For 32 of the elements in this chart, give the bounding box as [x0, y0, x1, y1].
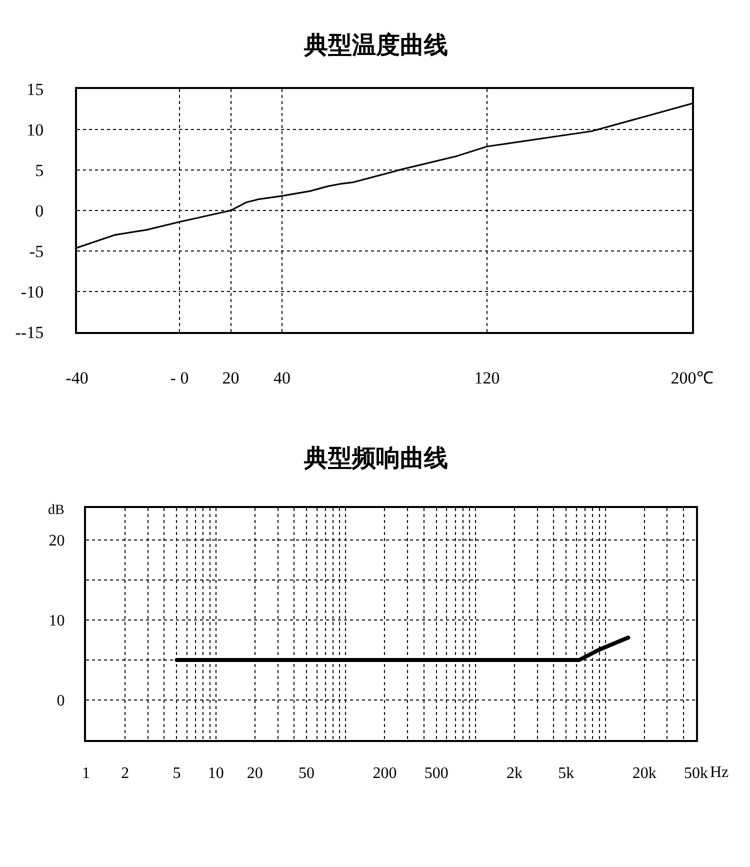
x-tick-label: - 0	[170, 368, 189, 388]
y-tick-label: 10	[48, 612, 65, 630]
y-tick-label: 0	[56, 692, 65, 710]
x-tick-label: 20	[246, 765, 263, 782]
x-axis-title: Hz	[710, 764, 729, 781]
x-tick-label: 5	[172, 765, 181, 782]
y-tick-label: 20	[48, 532, 65, 550]
x-tick-label: 120	[474, 368, 500, 388]
y-tick-label: -5	[29, 242, 44, 261]
x-tick-label: 200	[372, 765, 397, 782]
y-tick-label: -10	[20, 282, 44, 302]
y-tick-label: 5	[35, 160, 44, 180]
x-tick-label: 50k	[684, 765, 708, 782]
x-tick-label: 50	[298, 765, 315, 782]
chart-title: 典型频响曲线	[303, 444, 448, 472]
y-tick-label: 0	[35, 201, 44, 220]
x-tick-label: 2	[121, 765, 130, 782]
x-tick-label: 20	[222, 368, 240, 388]
x-tick-label: 20k	[632, 765, 656, 782]
x-tick-label: 200℃	[670, 368, 714, 388]
y-tick-label: 10	[26, 120, 44, 140]
y-axis-title: dB	[48, 503, 64, 518]
x-tick-label: 1	[82, 765, 90, 782]
y-tick-label: 15	[26, 80, 44, 99]
x-tick-label: 10	[208, 765, 224, 782]
x-tick-label: 40	[274, 368, 290, 388]
x-tick-label: 500	[424, 765, 448, 782]
x-tick-label: 5k	[558, 765, 574, 782]
chart-title: 典型温度曲线	[303, 31, 448, 59]
y-tick-label: --15	[15, 322, 44, 342]
x-tick-label: -40	[66, 368, 88, 388]
x-tick-label: 2k	[506, 765, 523, 782]
